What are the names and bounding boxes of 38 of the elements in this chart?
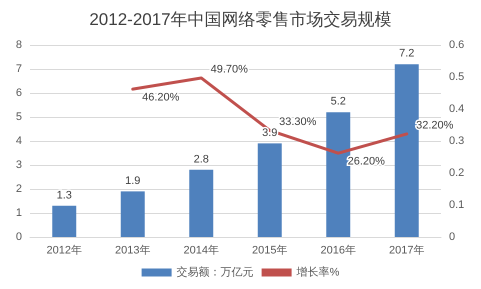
data-label: 5.2	[330, 96, 346, 108]
y2-tick-label: 0.1	[449, 199, 464, 211]
legend-label: 交易额：万亿元	[176, 266, 254, 278]
bar	[189, 170, 214, 237]
data-label: 1.9	[125, 174, 140, 187]
y-tick-label: 6	[16, 87, 22, 99]
data-label: 46.20%	[142, 92, 180, 104]
legend-label: 增长率%	[296, 266, 340, 278]
data-label: 49.70%	[210, 63, 248, 76]
chart-title: 2012-2017年中国网络零售市场交易规模	[89, 10, 392, 29]
y2-tick-label: 0	[449, 231, 456, 243]
y-tick-label: 2	[16, 183, 22, 195]
data-label: 7.2	[399, 48, 414, 60]
y-tick-label: 0	[16, 231, 22, 243]
y2-tick-label: 0.5	[449, 71, 464, 83]
y2-tick-label: 0.3	[449, 135, 464, 147]
y-tick-label: 3	[16, 159, 22, 171]
y-tick-label: 4	[16, 135, 22, 147]
x-tick-label: 2017年	[389, 244, 424, 256]
data-label: 33.30%	[279, 116, 317, 128]
y2-tick-label: 0.4	[449, 103, 464, 115]
data-label: 2.8	[194, 153, 209, 166]
x-tick-label: 2013年	[115, 244, 150, 256]
line-series	[131, 76, 408, 155]
x-tick-label: 2015年	[252, 244, 288, 256]
x-tick-label: 2012年	[46, 244, 82, 256]
y-tick-label: 5	[16, 111, 22, 123]
x-tick-label: 2016年	[320, 244, 356, 256]
data-label: 1.3	[56, 189, 72, 202]
y-tick-label: 7	[16, 63, 22, 75]
y-tick-label: 8	[16, 39, 22, 51]
x-tick-label: 2014年	[184, 244, 219, 256]
y2-tick-label: 0.2	[449, 167, 464, 179]
bar	[258, 143, 282, 237]
y2-tick-label: 0.6	[449, 39, 464, 51]
y-tick-label: 1	[16, 207, 22, 219]
bar	[120, 191, 145, 237]
bar	[52, 206, 76, 237]
